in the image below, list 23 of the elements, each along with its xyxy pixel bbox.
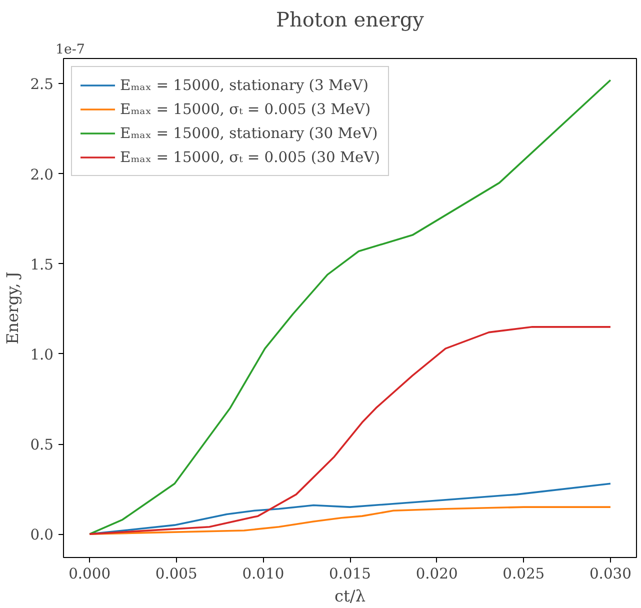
y-tick-label: 2.0 [30, 166, 54, 184]
x-axis-title: ct/λ [334, 586, 366, 606]
y-tick-label: 0.0 [30, 526, 54, 544]
line-series [88, 79, 612, 535]
y-tick-label: 0.5 [30, 436, 54, 454]
legend-label: Eₘₐₓ = 15000, σₜ = 0.005 (30 MeV) [120, 148, 380, 166]
chart-title: Photon energy [276, 8, 425, 32]
x-tick-label: 0.000 [68, 566, 111, 582]
x-tick-label: 0.015 [329, 566, 371, 582]
text: 1e-7 [56, 42, 85, 58]
y-tick-label: 1.0 [30, 346, 54, 364]
y-tick-label: 1.5 [30, 256, 54, 274]
y-tick-label: 2.5 [30, 76, 54, 94]
line-series [88, 326, 612, 535]
legend-label: Eₘₐₓ = 15000, σₜ = 0.005 (3 MeV) [120, 100, 371, 118]
x-tick-label: 0.010 [242, 566, 284, 582]
legend-label: Eₘₐₓ = 15000, stationary (30 MeV) [120, 124, 378, 142]
x-tick-label: 0.020 [416, 566, 458, 582]
x-tick-label: 0.030 [589, 566, 632, 582]
legend-label: Eₘₐₓ = 15000, stationary (3 MeV) [120, 76, 368, 94]
x-tick-label: 0.005 [155, 566, 198, 582]
y-axis-title: Energy, J [3, 272, 22, 344]
x-tick-label: 0.025 [502, 566, 545, 582]
